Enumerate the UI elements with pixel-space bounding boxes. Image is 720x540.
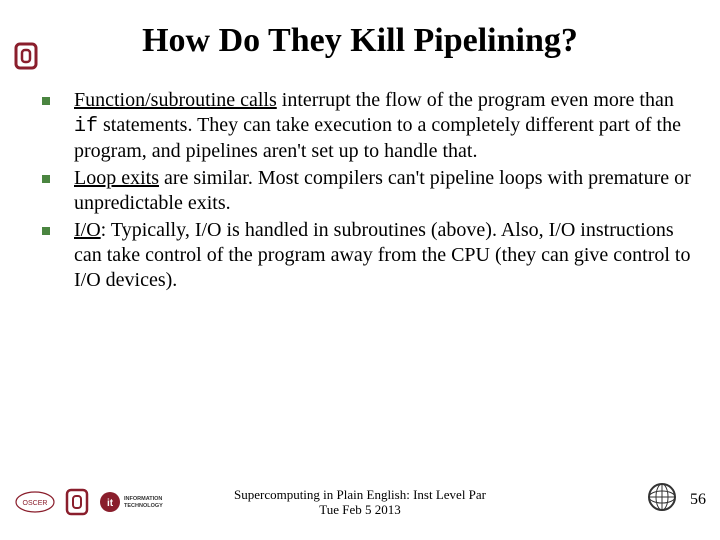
- slide-title: How Do They Kill Pipelining?: [0, 22, 720, 60]
- bullet-rest-tail: statements. They can take execution to a…: [74, 114, 681, 162]
- list-item: Loop exits are similar. Most compilers c…: [42, 166, 692, 216]
- bullet-rest: : Typically, I/O is handled in subroutin…: [74, 219, 690, 291]
- bullet-rest: interrupt the flow of the program even m…: [277, 89, 674, 111]
- list-item: I/O: Typically, I/O is handled in subrou…: [42, 218, 692, 293]
- slide-footer: OSCER it INFORMATION TECHNOLOGY Supercom: [0, 486, 720, 528]
- bullet-lead: Loop exits: [74, 167, 159, 189]
- inline-code: if: [74, 115, 98, 138]
- globe-logo: [646, 481, 678, 518]
- bullet-rest: are similar. Most compilers can't pipeli…: [74, 167, 691, 214]
- bullet-lead: Function/subroutine calls: [74, 89, 277, 111]
- footer-line1: Supercomputing in Plain English: Inst Le…: [0, 487, 720, 503]
- footer-caption: Supercomputing in Plain English: Inst Le…: [0, 487, 720, 518]
- bullet-list: Function/subroutine calls interrupt the …: [42, 88, 692, 295]
- bullet-icon: [42, 97, 50, 105]
- page-number: 56: [690, 491, 706, 509]
- footer-line2: Tue Feb 5 2013: [0, 502, 720, 518]
- bullet-text: I/O: Typically, I/O is handled in subrou…: [74, 218, 692, 293]
- bullet-lead: I/O: [74, 219, 101, 241]
- bullet-icon: [42, 227, 50, 235]
- bullet-text: Loop exits are similar. Most compilers c…: [74, 166, 692, 216]
- bullet-icon: [42, 175, 50, 183]
- footer-right: 56: [646, 481, 706, 518]
- list-item: Function/subroutine calls interrupt the …: [42, 88, 692, 164]
- slide: How Do They Kill Pipelining? Function/su…: [0, 0, 720, 540]
- bullet-text: Function/subroutine calls interrupt the …: [74, 88, 692, 164]
